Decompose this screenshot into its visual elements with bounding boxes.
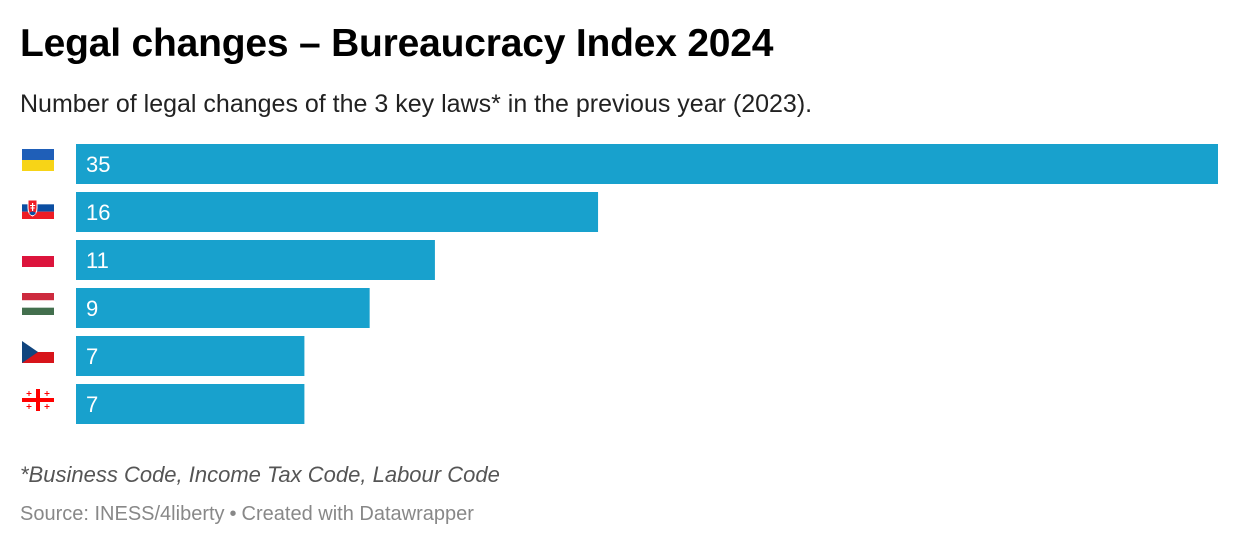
ukraine-flag-icon	[22, 149, 54, 171]
bar-value-label: 7	[86, 344, 98, 369]
bar-slovakia	[76, 192, 599, 232]
bar-value-label: 35	[86, 152, 110, 177]
hungary-flag-icon	[22, 293, 54, 315]
bar-poland	[76, 240, 435, 280]
separator-dot: •	[229, 503, 237, 525]
bar-ukraine	[76, 144, 1218, 184]
bar-hungary	[76, 288, 370, 328]
footnote: *Business Code, Income Tax Code, Labour …	[20, 462, 500, 487]
czechia-flag-icon	[22, 341, 54, 363]
bar-chart: 35 16 11 9 7 7	[22, 144, 1218, 424]
bar-czechia	[76, 336, 305, 376]
georgia-flag-icon	[22, 389, 54, 411]
poland-flag-icon	[22, 245, 54, 267]
chart-title: Legal changes – Bureaucracy Index 2024	[20, 22, 774, 65]
credit-text: Created with Datawrapper	[241, 503, 474, 525]
bar-value-label: 11	[86, 248, 109, 273]
bar-georgia	[76, 384, 305, 424]
chart-subtitle: Number of legal changes of the 3 key law…	[20, 90, 813, 118]
source-text: Source: INESS/4liberty	[20, 503, 225, 525]
slovakia-flag-icon	[22, 197, 54, 219]
bar-value-label: 7	[86, 392, 98, 417]
bar-value-label: 16	[86, 200, 110, 225]
source-line: Source: INESS/4liberty • Created with Data…	[20, 503, 474, 526]
bar-value-label: 9	[86, 296, 98, 321]
